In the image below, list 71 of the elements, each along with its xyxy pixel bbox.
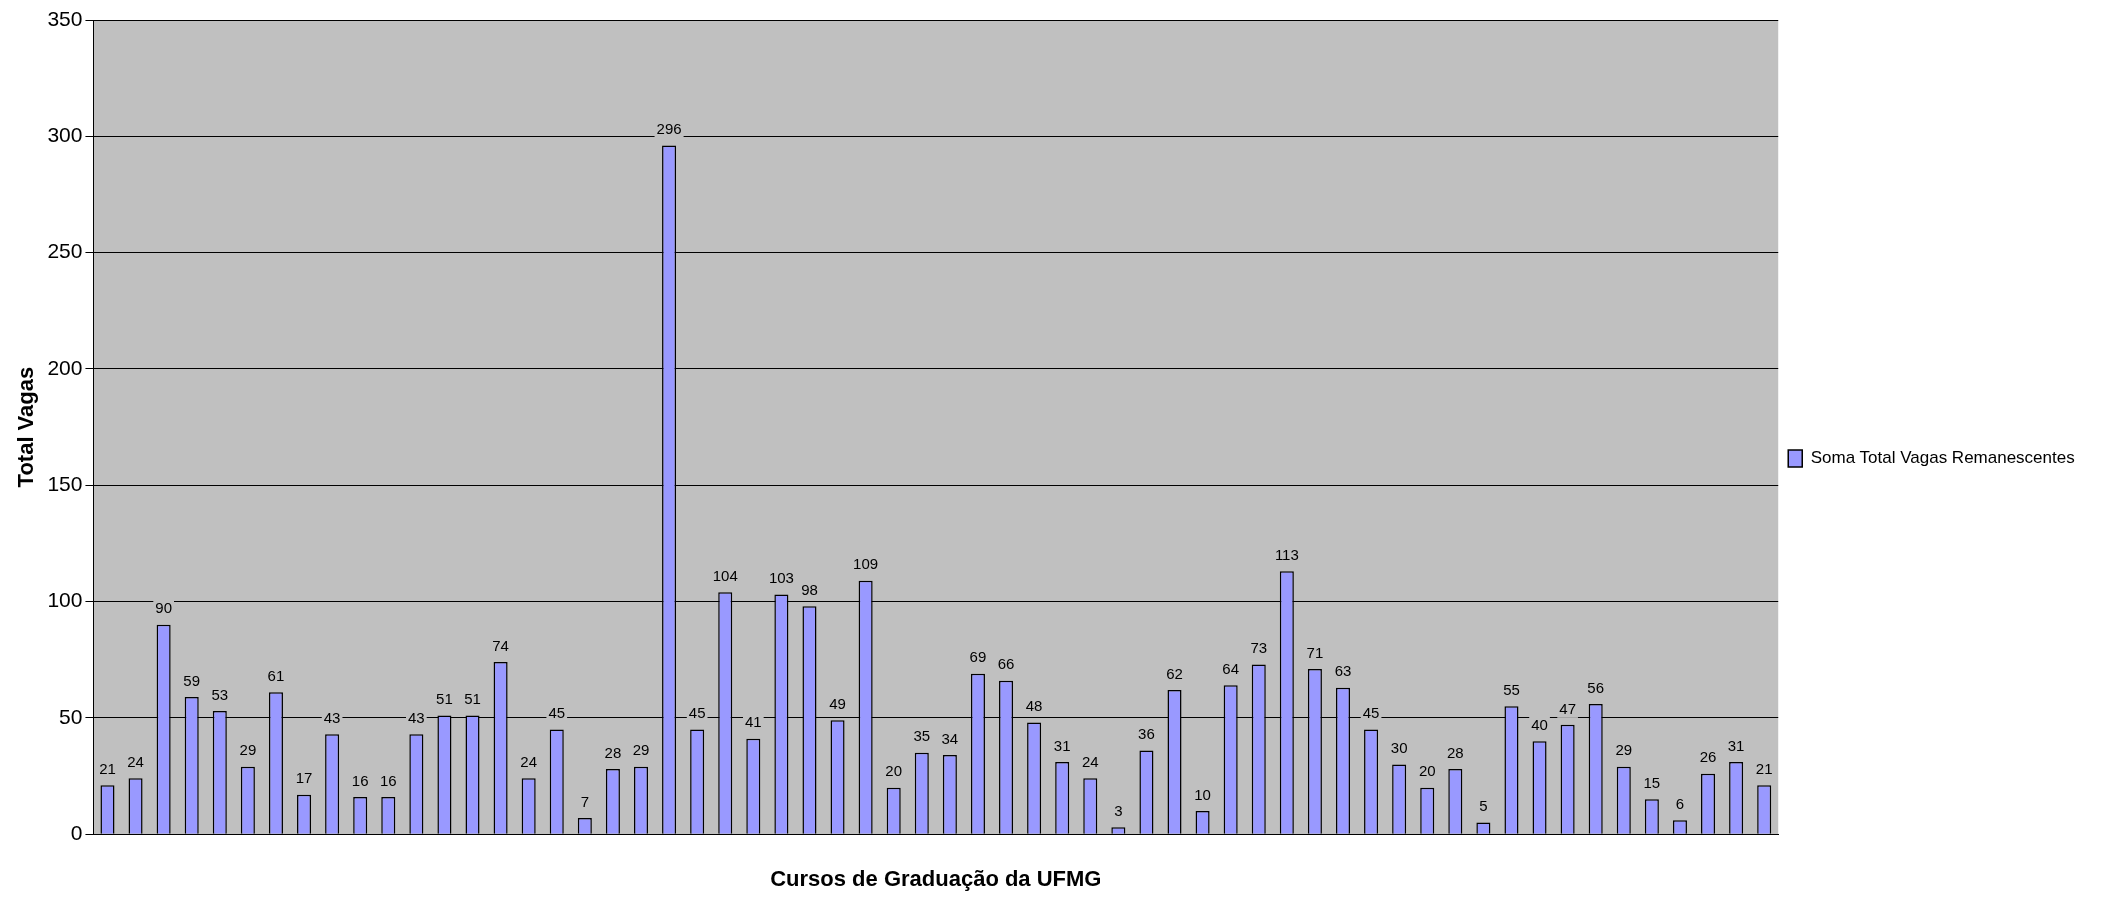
- data-label: 17: [295, 769, 313, 787]
- data-label: 66: [997, 655, 1015, 673]
- data-label: 53: [211, 685, 229, 703]
- data-label: 5: [1479, 797, 1488, 815]
- data-label: 31: [1053, 736, 1071, 754]
- data-label: 64: [1222, 659, 1240, 677]
- data-label: 7: [580, 792, 590, 810]
- data-label: 56: [1587, 678, 1605, 696]
- data-label: 41: [744, 713, 762, 731]
- data-label: 29: [239, 741, 257, 759]
- data-label: 31: [1727, 736, 1745, 754]
- y-tick-label: 350: [47, 6, 83, 30]
- data-label: 45: [1362, 704, 1380, 722]
- y-tick-label: 300: [47, 123, 83, 147]
- data-label: 59: [183, 671, 201, 689]
- data-label: 45: [548, 704, 566, 722]
- data-label: 24: [127, 753, 144, 771]
- data-label: 28: [1446, 743, 1464, 761]
- data-label: 113: [1274, 545, 1299, 563]
- data-label: 30: [1390, 739, 1408, 757]
- y-tick-label: 50: [59, 704, 83, 728]
- data-label: 47: [1559, 699, 1576, 717]
- data-label: 16: [379, 771, 397, 789]
- y-tick-label: 100: [47, 588, 83, 612]
- data-label: 21: [99, 759, 116, 777]
- data-label: 24: [520, 753, 538, 771]
- data-label: 16: [351, 771, 369, 789]
- data-label: 6: [1675, 794, 1685, 812]
- data-label: 21: [1755, 759, 1773, 777]
- data-label: 28: [604, 743, 622, 761]
- data-label: 103: [768, 569, 794, 587]
- data-label: 63: [1334, 662, 1352, 680]
- data-label: 55: [1503, 680, 1520, 698]
- legend-label: Soma Total Vagas Remanescentes: [1810, 448, 2075, 468]
- data-label: 61: [267, 666, 285, 684]
- data-label: 10: [1194, 785, 1211, 803]
- data-label: 43: [323, 708, 341, 726]
- x-axis-title: Cursos de Graduação da UFMG: [770, 865, 1102, 891]
- data-label: 104: [712, 566, 738, 584]
- data-label: 98: [801, 580, 818, 598]
- data-label: 35: [913, 727, 931, 745]
- data-label: 43: [408, 708, 425, 726]
- data-label: 3: [1114, 801, 1123, 819]
- data-label: 29: [1615, 741, 1633, 759]
- data-label: 20: [1418, 762, 1436, 780]
- data-label: 90: [155, 599, 172, 617]
- data-label: 36: [1138, 725, 1155, 743]
- y-axis-title: Total Vagas: [13, 366, 39, 488]
- data-label: 51: [464, 690, 481, 708]
- data-label: 71: [1306, 643, 1324, 661]
- data-label: 62: [1166, 664, 1183, 682]
- data-label: 34: [941, 729, 959, 747]
- data-label: 26: [1699, 748, 1717, 766]
- data-label: 109: [853, 555, 879, 573]
- data-label: 24: [1081, 753, 1099, 771]
- data-label: 48: [1025, 697, 1043, 715]
- data-label: 74: [492, 636, 509, 654]
- data-label: 69: [969, 648, 987, 666]
- y-tick-label: 0: [70, 821, 83, 844]
- data-label: 40: [1531, 715, 1548, 733]
- data-label: 20: [885, 762, 903, 780]
- data-label: 49: [829, 694, 846, 712]
- y-tick-label: 150: [47, 472, 83, 496]
- data-label: 51: [436, 690, 453, 708]
- y-tick-label: 250: [47, 239, 83, 263]
- data-label: 45: [688, 704, 706, 722]
- data-label: 73: [1250, 639, 1268, 657]
- y-tick-label: 200: [47, 355, 83, 379]
- data-label: 296: [656, 120, 682, 138]
- data-label: 15: [1643, 773, 1661, 791]
- data-label: 29: [632, 741, 650, 759]
